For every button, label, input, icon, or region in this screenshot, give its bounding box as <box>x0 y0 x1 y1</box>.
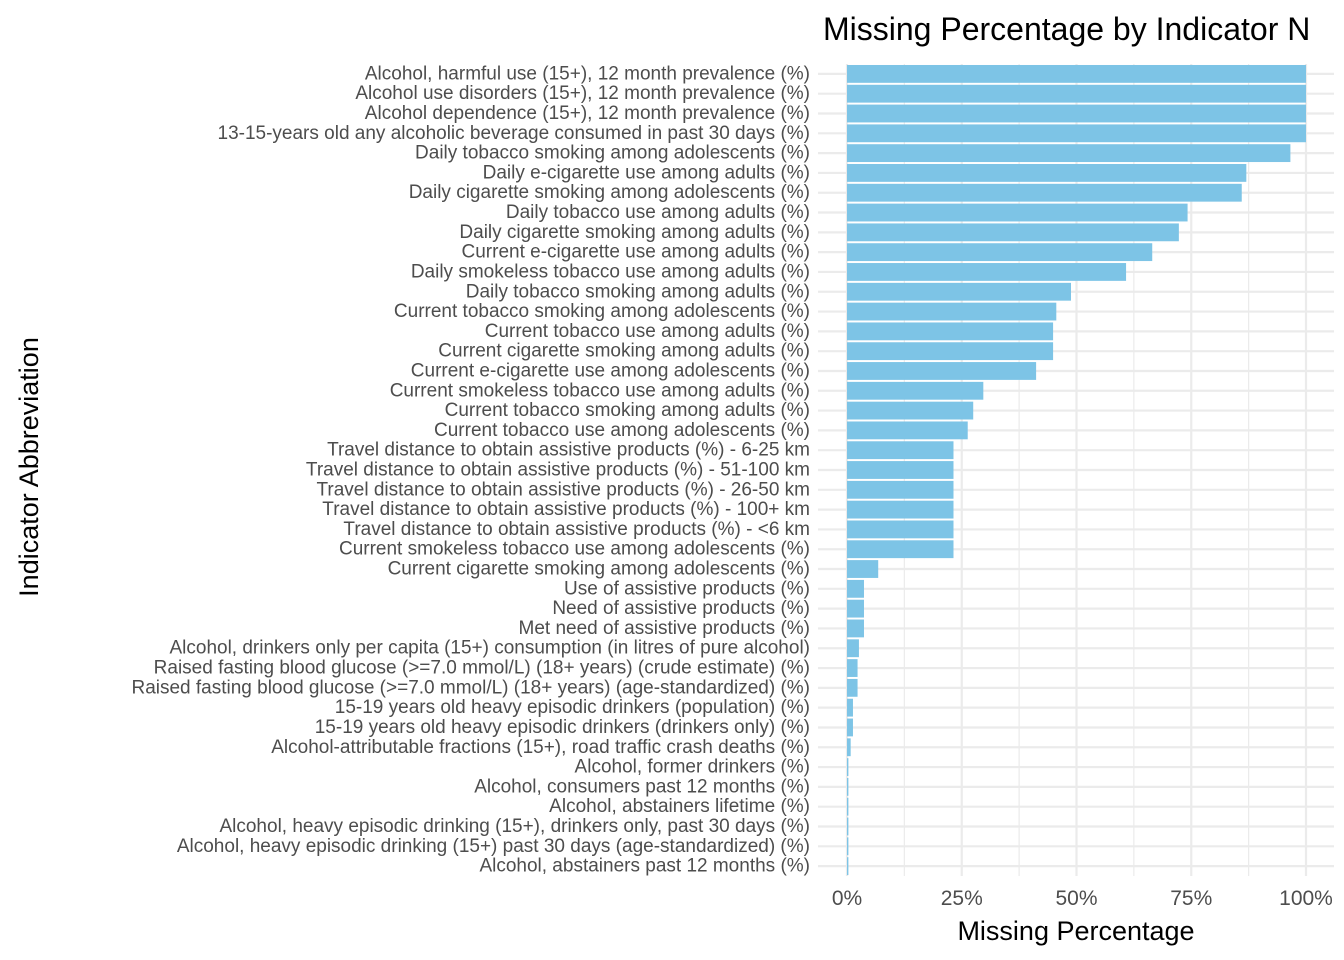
y-tick-label: Current tobacco smoking among adolescent… <box>394 301 810 322</box>
bar <box>847 243 1153 262</box>
bar <box>847 263 1127 281</box>
bar <box>847 560 879 578</box>
bar <box>847 579 864 598</box>
y-tick-label: Alcohol-attributable fractions (15+), ro… <box>271 737 810 758</box>
bar <box>847 797 849 816</box>
bar <box>847 203 1188 222</box>
y-tick-label: 15-19 years old heavy episodic drinkers … <box>315 717 810 738</box>
x-tick-label: 50% <box>1055 887 1097 910</box>
bar <box>847 599 864 618</box>
y-tick-label: Alcohol, heavy episodic drinking (15+), … <box>219 816 810 837</box>
y-tick-label: Daily cigarette smoking among adults (%) <box>459 222 810 243</box>
bar <box>847 401 974 420</box>
bar <box>847 362 1037 380</box>
x-axis-title: Missing Percentage <box>957 916 1194 946</box>
y-tick-label: Use of assistive products (%) <box>564 578 810 599</box>
bar <box>847 164 1247 182</box>
y-tick-label: Travel distance to obtain assistive prod… <box>317 479 811 500</box>
bar <box>847 639 859 658</box>
y-tick-labels: Alcohol, harmful use (15+), 12 month pre… <box>131 63 810 876</box>
x-tick-label: 75% <box>1170 887 1212 910</box>
y-tick-label: Daily smokeless tobacco use among adults… <box>411 261 810 282</box>
bar <box>847 84 1306 103</box>
y-tick-label: Travel distance to obtain assistive prod… <box>306 460 810 481</box>
y-tick-label: Alcohol use disorders (15+), 12 month pr… <box>355 83 810 104</box>
bar <box>847 777 849 796</box>
y-tick-label: Daily tobacco smoking among adults (%) <box>466 281 810 302</box>
bar <box>847 124 1306 143</box>
y-tick-label: Current smokeless tobacco use among adol… <box>339 539 810 560</box>
y-tick-label: Alcohol, abstainers past 12 months (%) <box>479 856 810 877</box>
y-tick-label: Alcohol, drinkers only per capita (15+) … <box>169 638 810 659</box>
bar <box>847 223 1179 242</box>
y-tick-label: Travel distance to obtain assistive prod… <box>343 519 810 540</box>
x-tick-label: 25% <box>941 887 983 910</box>
bar <box>847 104 1306 123</box>
bar <box>847 718 853 737</box>
bars <box>847 64 1306 876</box>
bar <box>847 381 984 400</box>
y-tick-label: Daily tobacco use among adults (%) <box>506 202 810 223</box>
bar <box>847 441 954 460</box>
x-tick-label: 0% <box>832 887 862 910</box>
y-tick-label: 13-15-years old any alcoholic beverage c… <box>218 123 811 144</box>
bar <box>847 421 968 440</box>
y-tick-label: Current tobacco smoking among adults (%) <box>445 400 810 421</box>
bar <box>847 144 1291 163</box>
y-tick-label: Current cigarette smoking among adults (… <box>438 341 810 362</box>
x-tick-labels: 0% 25% 50% 75% 100% <box>832 887 1333 910</box>
bar <box>847 461 954 479</box>
bar <box>847 183 1242 202</box>
x-tick-label: 100% <box>1279 887 1333 910</box>
y-tick-label: Alcohol dependence (15+), 12 month preva… <box>365 103 810 124</box>
y-tick-label: Raised fasting blood glucose (>=7.0 mmol… <box>131 677 810 698</box>
y-tick-label: Travel distance to obtain assistive prod… <box>327 440 810 461</box>
y-tick-label: Alcohol, abstainers lifetime (%) <box>549 796 810 817</box>
chart-title: Missing Percentage by Indicator N <box>823 11 1310 47</box>
y-tick-label: Current tobacco use among adults (%) <box>485 321 810 342</box>
y-tick-label: Daily tobacco smoking among adolescents … <box>415 143 810 164</box>
bar <box>847 857 849 876</box>
y-tick-label: Current tobacco use among adolescents (%… <box>434 420 810 441</box>
y-tick-label: Alcohol, heavy episodic drinking (15+) p… <box>177 836 810 857</box>
bar <box>847 342 1054 361</box>
y-tick-label: Travel distance to obtain assistive prod… <box>322 499 810 520</box>
bar <box>847 540 954 559</box>
y-tick-label: Daily cigarette smoking among adolescent… <box>409 182 810 203</box>
y-axis-title: Indicator Abbreviation <box>14 337 44 597</box>
bar <box>847 322 1054 341</box>
y-tick-label: Met need of assistive products (%) <box>519 618 810 639</box>
bar <box>847 302 1057 321</box>
y-tick-label: Daily e-cigarette use among adults (%) <box>483 162 810 183</box>
bar <box>847 520 954 539</box>
bar <box>847 698 853 717</box>
bar <box>847 480 954 499</box>
bar <box>847 678 858 697</box>
y-tick-label: Alcohol, former drinkers (%) <box>575 757 810 778</box>
bar <box>847 619 864 638</box>
bar <box>847 500 954 519</box>
bar <box>847 758 849 776</box>
y-tick-label: Current cigarette smoking among adolesce… <box>388 559 810 580</box>
y-tick-label: Alcohol, harmful use (15+), 12 month pre… <box>365 63 810 84</box>
y-tick-label: Current e-cigarette use among adolescent… <box>411 360 810 381</box>
y-tick-label: Alcohol, consumers past 12 months (%) <box>474 776 810 797</box>
y-tick-label: Current e-cigarette use among adults (%) <box>462 242 811 263</box>
bar <box>847 282 1071 301</box>
bar <box>847 738 851 757</box>
bar <box>847 659 858 677</box>
y-tick-label: 15-19 years old heavy episodic drinkers … <box>335 697 810 718</box>
y-tick-label: Need of assistive products (%) <box>552 598 810 619</box>
bar <box>847 837 849 856</box>
y-tick-label: Current smokeless tobacco use among adul… <box>390 380 810 401</box>
bar <box>847 817 849 836</box>
bar <box>847 64 1306 83</box>
y-tick-label: Raised fasting blood glucose (>=7.0 mmol… <box>154 658 810 679</box>
